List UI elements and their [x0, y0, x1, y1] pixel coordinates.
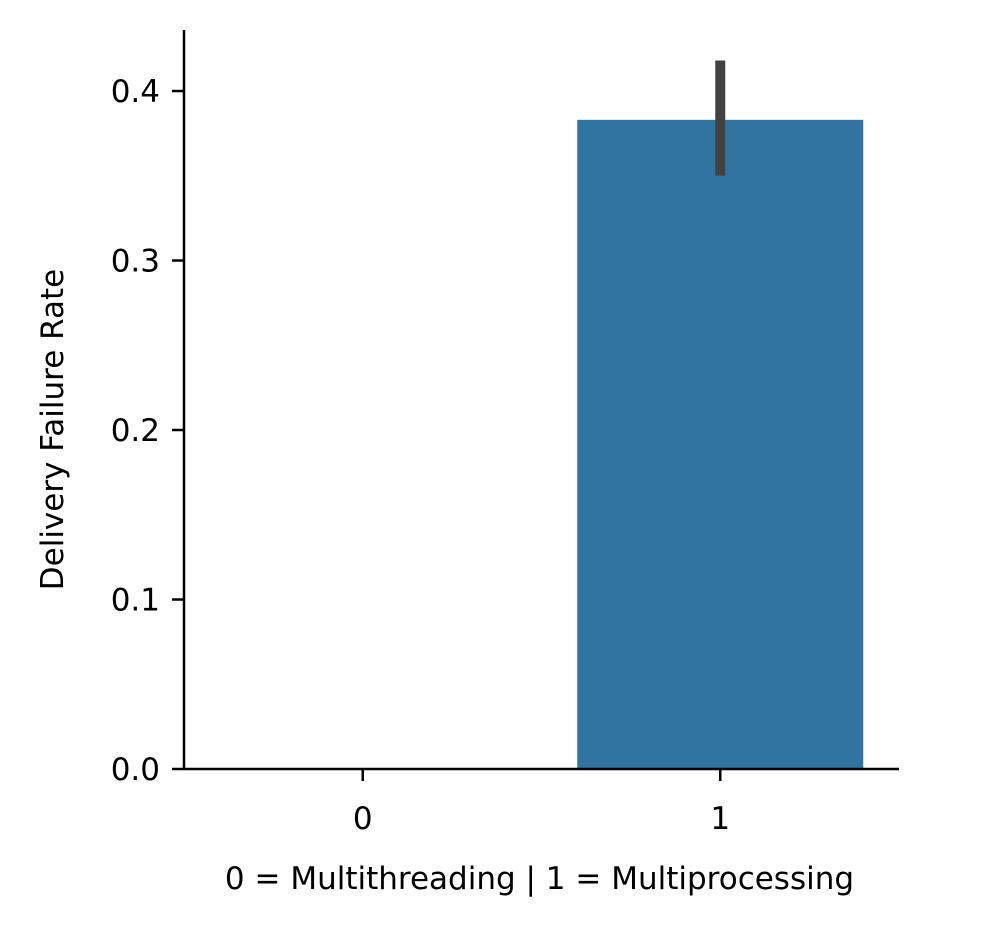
bar-1: [577, 119, 864, 769]
y-axis-ticks: 0.0 0.1 0.2 0.3 0.4: [111, 74, 184, 788]
y-axis-label: Delivery Failure Rate: [35, 269, 71, 590]
x-tick-label: 1: [710, 801, 730, 837]
bars-layer: [577, 119, 864, 769]
y-tick-label: 0.3: [111, 244, 160, 280]
y-tick-label: 0.4: [111, 74, 160, 110]
y-tick-label: 0.0: [111, 752, 160, 788]
y-tick-label: 0.1: [111, 583, 160, 619]
y-tick-label: 0.2: [111, 413, 160, 449]
x-tick-label: 0: [353, 801, 373, 837]
x-axis-label: 0 = Multithreading | 1 = Multiprocessing: [225, 861, 854, 897]
